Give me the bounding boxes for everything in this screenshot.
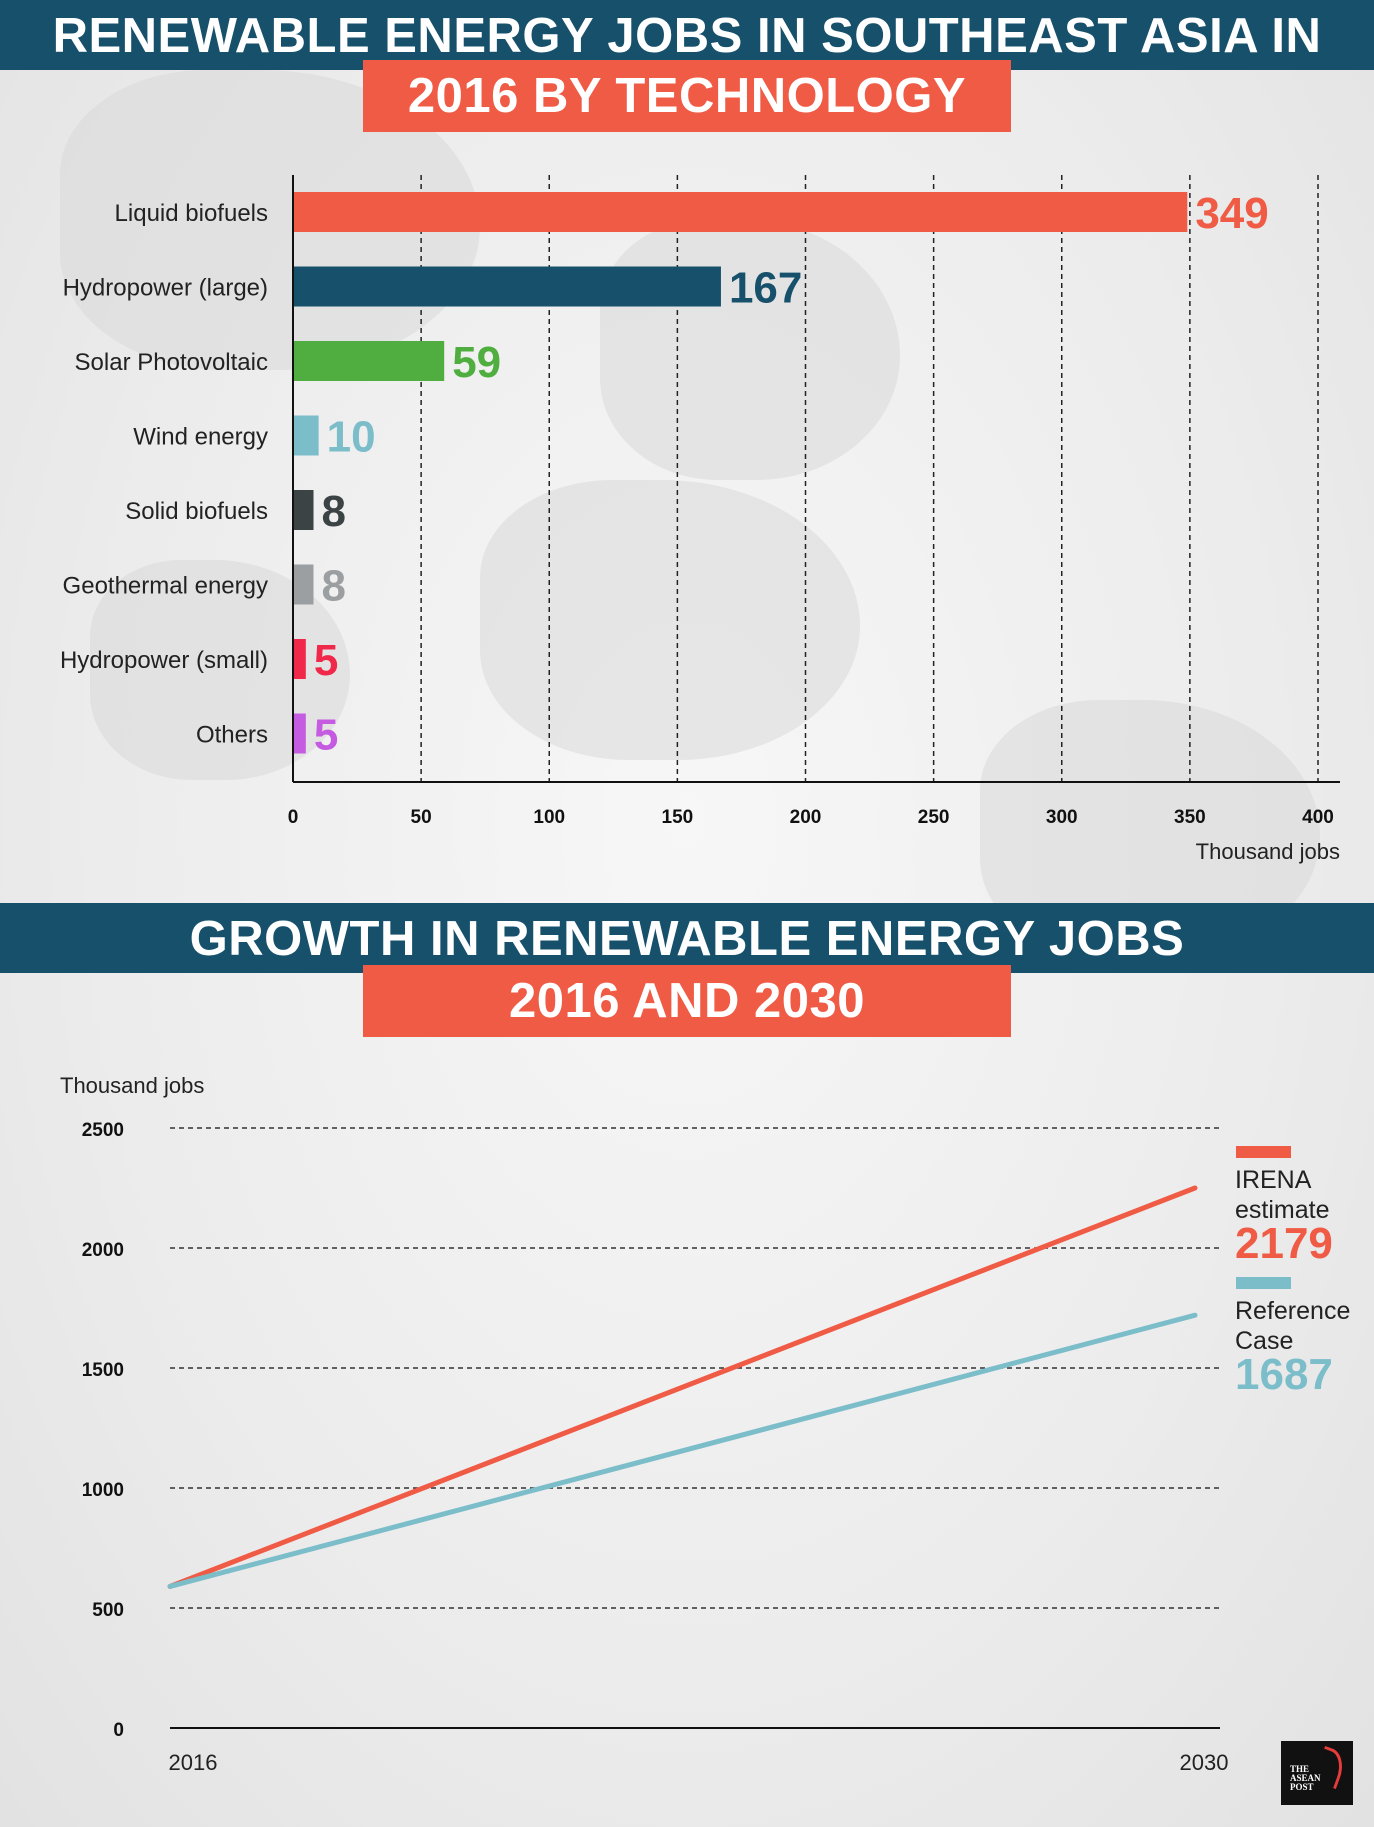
series-line <box>167 1185 1198 1589</box>
value-label: 8 <box>322 487 346 536</box>
x-tick-label: 350 <box>1174 807 1206 828</box>
bar <box>293 341 445 381</box>
value-label: 167 <box>729 264 802 313</box>
logo-text-line: THE <box>1290 1764 1310 1774</box>
map-background-shape <box>600 220 900 480</box>
category-label: Hydropower (small) <box>60 647 268 674</box>
y-tick-label: 2500 <box>82 1120 124 1141</box>
series-line <box>167 1312 1198 1589</box>
category-label: Others <box>196 722 268 749</box>
y-tick-label: 1500 <box>82 1360 124 1381</box>
bar-chart-title: RENEWABLE ENERGY JOBS IN SOUTHEAST ASIA … <box>0 0 1374 70</box>
line-chart-subtitle: 2016 AND 2030 <box>363 965 1011 1037</box>
value-label: 5 <box>314 711 338 760</box>
y-tick-label: 1000 <box>82 1480 124 1501</box>
y-axis-title: Thousand jobs <box>60 1073 204 1098</box>
bar <box>293 415 319 456</box>
logo-text-line: ASEAN <box>1290 1773 1321 1783</box>
category-label: Liquid biofuels <box>115 200 268 227</box>
bar-chart: 0 50 100 150 200 250 300 350 400 Liquid biofuels 3… <box>60 175 1340 864</box>
legend-swatch <box>1236 1146 1291 1158</box>
bar <box>293 490 314 530</box>
logo-text-line: POST <box>1290 1782 1314 1792</box>
bar <box>293 564 314 605</box>
legend-label: estimate <box>1235 1196 1329 1224</box>
x-tick-label: 2016 <box>169 1750 218 1775</box>
category-label: Geothermal energy <box>63 573 268 600</box>
category-label: Solar Photovoltaic <box>75 349 268 376</box>
bar <box>293 713 306 754</box>
legend-swatch <box>1236 1277 1291 1289</box>
x-tick-label: 100 <box>533 807 565 828</box>
bar <box>293 639 306 679</box>
x-axis-title: Thousand jobs <box>1196 839 1340 864</box>
legend-value: 2179 <box>1235 1219 1333 1268</box>
value-label: 59 <box>452 338 501 387</box>
value-label: 8 <box>322 562 346 611</box>
bar-chart-subtitle: 2016 BY TECHNOLOGY <box>363 60 1011 132</box>
x-tick-label: 300 <box>1046 807 1078 828</box>
bar <box>293 266 721 307</box>
y-tick-label: 2000 <box>82 1240 124 1261</box>
legend-value: 1687 <box>1235 1350 1333 1399</box>
value-label: 349 <box>1195 189 1268 238</box>
y-tick-label: 0 <box>113 1720 124 1741</box>
x-tick-label: 250 <box>918 807 950 828</box>
value-label: 5 <box>314 636 338 685</box>
map-background-shape <box>480 480 860 760</box>
line-chart-title: GROWTH IN RENEWABLE ENERGY JOBS <box>0 903 1374 973</box>
category-label: Solid biofuels <box>125 498 268 525</box>
x-tick-label: 200 <box>790 807 822 828</box>
y-tick-label: 500 <box>92 1600 124 1621</box>
x-tick-label: 2030 <box>1180 1750 1229 1775</box>
x-tick-label: 400 <box>1302 807 1334 828</box>
legend-label: Reference <box>1235 1297 1350 1325</box>
x-tick-label: 50 <box>411 807 432 828</box>
category-label: Hydropower (large) <box>63 275 268 302</box>
legend-label: IRENA <box>1235 1166 1312 1194</box>
bar <box>293 192 1188 232</box>
asean-post-logo: THE ASEAN POST <box>1281 1741 1353 1805</box>
x-tick-label: 0 <box>288 807 299 828</box>
x-tick-label: 150 <box>662 807 694 828</box>
category-label: Wind energy <box>133 424 268 451</box>
value-label: 10 <box>327 413 376 462</box>
legend-label: Case <box>1235 1327 1293 1355</box>
